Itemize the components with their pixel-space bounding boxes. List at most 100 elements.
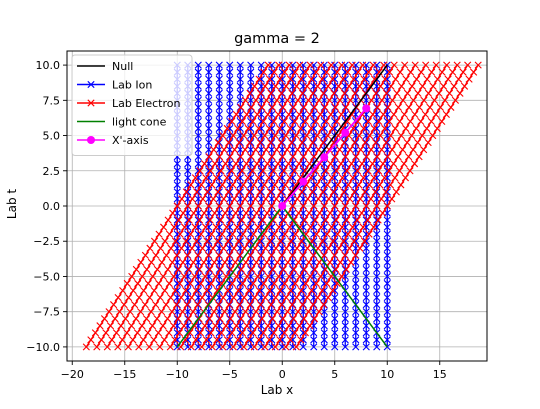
electron-point <box>215 301 223 309</box>
electron-point <box>295 322 304 330</box>
ion-point <box>289 68 297 76</box>
ion-point <box>331 343 339 351</box>
ion-point <box>331 279 339 288</box>
ion-point <box>383 223 391 231</box>
electron-point <box>238 329 247 337</box>
electron-point <box>127 322 136 330</box>
ion-point <box>205 103 213 111</box>
electron-point <box>297 237 306 245</box>
electron-point <box>275 61 283 69</box>
electron-point <box>205 153 213 161</box>
ion-point <box>257 279 265 288</box>
electron-point <box>243 110 251 118</box>
electron-point <box>267 301 275 309</box>
ion-point <box>226 68 234 76</box>
ion-point <box>289 329 297 337</box>
electron-point <box>358 209 366 217</box>
ion-point <box>215 103 223 111</box>
electron-point <box>147 258 155 266</box>
ion-point <box>352 124 360 133</box>
electron-point <box>278 301 286 309</box>
electron-point <box>396 117 404 126</box>
electron-point <box>223 336 231 344</box>
electron-point <box>165 230 174 238</box>
electron-point <box>132 315 140 323</box>
electron-point <box>204 251 213 259</box>
electron-point <box>229 131 237 140</box>
ion-point <box>331 286 339 295</box>
x-tick-label: −10 <box>166 368 189 381</box>
electron-point <box>343 216 351 224</box>
electron-point <box>232 110 240 118</box>
electron-point <box>375 117 383 126</box>
electron-point <box>291 329 299 337</box>
ion-point <box>331 308 339 316</box>
electron-point <box>245 237 253 245</box>
ion-point <box>373 124 381 133</box>
electron-point <box>228 230 237 238</box>
ion-point <box>352 322 360 330</box>
electron-point <box>306 272 314 281</box>
electron-point <box>238 117 246 126</box>
electron-point <box>318 124 326 133</box>
ion-point <box>320 75 328 83</box>
ion-point <box>373 230 381 238</box>
ion-point <box>383 322 391 330</box>
electron-point <box>82 343 90 351</box>
ion-point <box>268 124 276 133</box>
electron-point <box>197 279 205 288</box>
electron-point <box>253 209 261 217</box>
electron-point <box>286 174 294 182</box>
ion-point <box>236 61 244 69</box>
ion-point <box>299 336 307 344</box>
electron-point <box>361 139 369 147</box>
ion-point <box>194 336 202 344</box>
ion-point <box>383 294 391 302</box>
ion-point <box>331 294 339 302</box>
electron-point <box>178 195 186 203</box>
chart-title: gamma = 2 <box>234 31 320 47</box>
electron-point <box>203 286 211 295</box>
ion-point <box>184 237 192 245</box>
electron-point <box>302 68 310 76</box>
electron-point <box>304 146 312 154</box>
electron-point <box>301 216 309 224</box>
electron-point <box>225 251 234 259</box>
electron-point <box>299 301 307 309</box>
electron-point <box>289 202 297 210</box>
ion-point <box>362 308 370 316</box>
electron-point <box>301 117 309 126</box>
ion-point <box>173 308 181 316</box>
electron-point <box>272 244 280 252</box>
electron-point <box>212 272 220 281</box>
ion-point <box>268 336 276 344</box>
electron-point <box>323 279 331 288</box>
ion-point <box>215 237 223 245</box>
electron-point <box>432 110 440 118</box>
electron-point <box>414 89 422 97</box>
electron-point <box>208 181 216 189</box>
electron-point <box>230 195 238 203</box>
ion-point <box>320 315 328 323</box>
ion-point <box>341 75 349 83</box>
electron-point <box>294 308 302 316</box>
x-prime-axis-point <box>320 153 329 162</box>
electron-point <box>135 343 143 351</box>
electron-point <box>121 315 130 323</box>
electron-point <box>261 82 269 90</box>
electron-point <box>217 329 226 337</box>
electron-point <box>237 103 245 111</box>
ion-point <box>268 68 276 76</box>
electron-point <box>382 188 390 196</box>
electron-point <box>367 96 376 104</box>
ion-point <box>247 61 255 69</box>
electron-point <box>147 308 155 316</box>
ion-point <box>194 153 202 161</box>
electron-point <box>297 124 305 133</box>
electron-point <box>265 223 273 231</box>
electron-point <box>285 272 293 281</box>
electron-point <box>359 61 367 69</box>
electron-point <box>91 329 100 337</box>
ion-point <box>268 117 276 126</box>
electron-point <box>261 131 269 140</box>
